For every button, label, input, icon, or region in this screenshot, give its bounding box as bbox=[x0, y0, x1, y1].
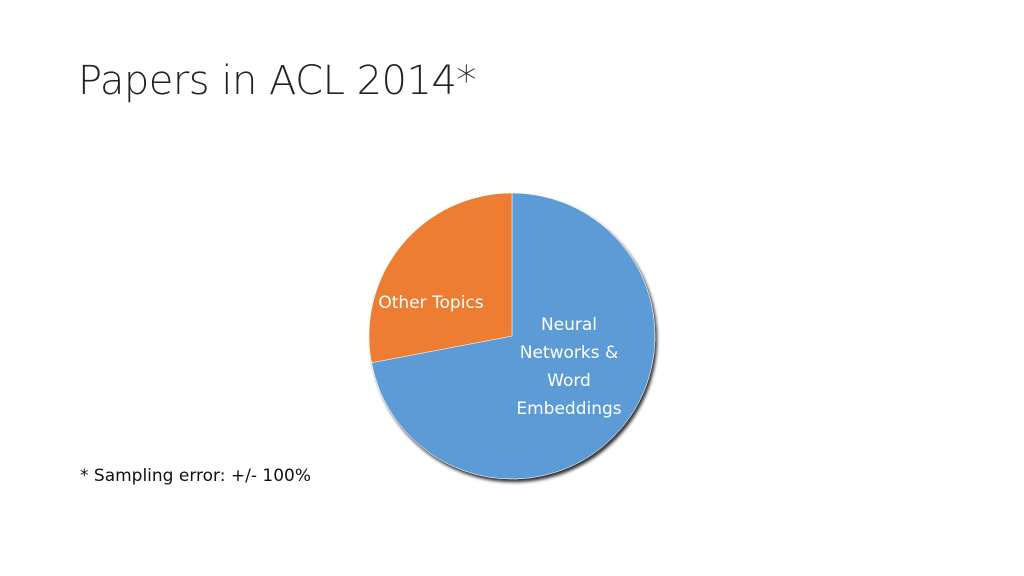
slice-label: Other Topics bbox=[378, 293, 484, 313]
slice-label: Neural Networks & Word Embeddings bbox=[516, 315, 622, 419]
footnote: * Sampling error: +/- 100% bbox=[80, 466, 311, 486]
pie-slice bbox=[371, 192, 656, 480]
slide-title: Papers in ACL 2014* bbox=[78, 58, 476, 104]
pie-slice bbox=[368, 192, 513, 364]
pie bbox=[368, 192, 656, 480]
